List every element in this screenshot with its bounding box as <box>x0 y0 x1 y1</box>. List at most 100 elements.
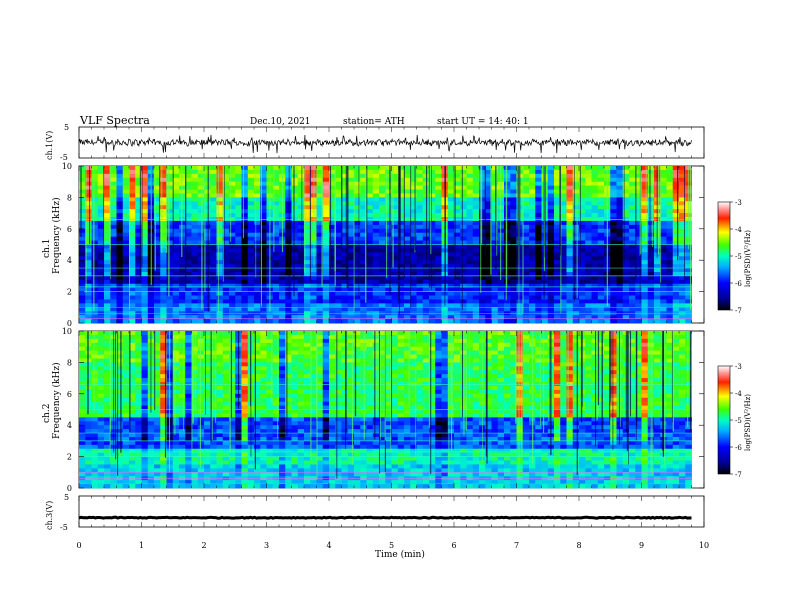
spectrogram-cell <box>666 166 674 171</box>
spectrogram-cell <box>291 197 299 202</box>
spectrogram-cell <box>222 291 230 296</box>
spectrogram-cell <box>354 197 361 202</box>
spectrogram-cell <box>454 166 461 171</box>
spectrogram-cell <box>610 260 617 265</box>
spectrogram-cell <box>429 299 436 304</box>
spectrogram-cell <box>191 256 199 261</box>
spectrogram-cell <box>510 248 517 253</box>
spectrogram-cell <box>629 350 636 355</box>
spectrogram-cell <box>229 303 236 308</box>
spectrogram-cell <box>222 181 230 187</box>
spectrogram-cell <box>329 331 336 336</box>
spectrogram-cell <box>354 279 361 285</box>
spectrogram-cell <box>404 315 411 320</box>
ch1-y-tick-top: 5 <box>64 123 69 132</box>
spectrogram-cell <box>491 197 499 202</box>
spectrogram-cell <box>341 256 349 261</box>
spectrogram-cell <box>241 232 249 238</box>
spectrogram-cell <box>560 228 567 234</box>
spectrogram-cell <box>566 248 574 253</box>
spectrogram-cell <box>560 236 567 241</box>
spectrogram-cell <box>616 232 624 238</box>
spectrogram-cell <box>504 338 511 344</box>
spectrogram-cell <box>272 213 280 218</box>
spectrogram-cell <box>97 236 105 241</box>
spectrogram-cell <box>222 283 230 289</box>
spectrogram-cell <box>591 220 599 226</box>
spectrogram-cell <box>654 354 661 359</box>
spectrogram-cell <box>135 166 142 171</box>
spectrogram-cell <box>522 220 530 226</box>
spectrogram-cell <box>616 228 624 234</box>
spectrogram-cell <box>322 252 330 257</box>
spectrogram-cell <box>191 350 199 355</box>
spectrogram-cell <box>166 197 174 202</box>
spectrogram-cell <box>116 287 124 293</box>
spectrogram-cell <box>104 193 111 198</box>
spectrogram-cell <box>222 303 230 308</box>
spectrogram-cell <box>366 299 374 304</box>
spectrogram-cell <box>660 287 667 293</box>
spectrogram-cell <box>541 338 549 344</box>
spectrogram-cell <box>510 213 517 218</box>
spectrogram-cell <box>341 315 349 320</box>
spectrogram-cell <box>404 283 411 289</box>
spectrogram-cell <box>210 334 217 340</box>
spectrogram-cell <box>447 279 455 285</box>
spectrogram-cell <box>566 209 574 214</box>
spectrogram-cell <box>547 193 555 198</box>
spectrogram-cell <box>516 346 524 352</box>
spectrogram-cell <box>204 260 211 265</box>
spectrogram-cell <box>535 279 542 285</box>
spectrogram-cell <box>279 291 286 296</box>
spectrogram-cell <box>497 283 505 289</box>
spectrogram-cell <box>122 173 130 179</box>
spectrogram-cell <box>104 256 111 261</box>
spectrogram-cell <box>472 291 480 296</box>
spectrogram-cell <box>622 283 630 289</box>
spectrogram-cell <box>510 346 517 352</box>
spectrogram-cell <box>410 197 417 202</box>
spectrogram-cell <box>529 256 536 261</box>
spectrogram-cell <box>572 279 580 285</box>
spectrogram-cell <box>341 354 349 359</box>
spectrogram-cell <box>535 244 542 249</box>
spectrogram-cell <box>641 283 649 289</box>
spectrogram-cell <box>435 228 442 234</box>
spectrogram-cell <box>479 236 486 241</box>
spectrogram-cell <box>504 193 511 198</box>
spectrogram-cell <box>329 185 336 190</box>
spectrogram-cell <box>504 260 511 265</box>
spectrogram-cell <box>479 169 486 175</box>
spectrogram-cell <box>685 331 692 336</box>
spectrogram-cell <box>272 220 280 226</box>
spectrogram-cell <box>116 334 124 340</box>
spectrogram-cell <box>97 181 105 187</box>
spectrogram-cell <box>597 291 605 296</box>
spectrogram-cell <box>591 299 599 304</box>
spectrogram-cell <box>397 275 405 281</box>
spectrogram-cell <box>304 232 311 238</box>
spectrogram-cell <box>572 271 580 277</box>
spectrogram-cell <box>435 213 442 218</box>
spectrogram-cell <box>341 181 349 187</box>
spectrogram-cell <box>679 271 686 277</box>
spectrogram-cell <box>685 271 692 277</box>
spectrogram-cell <box>360 315 367 320</box>
spectrogram-cell <box>129 213 136 218</box>
spectrogram-cell <box>247 268 255 273</box>
spectrogram-cell <box>316 346 324 352</box>
spectrogram-cell <box>554 291 561 296</box>
spectrogram-cell <box>141 173 149 179</box>
spectrogram-cell <box>79 169 86 175</box>
figure-title: VLF Spectra <box>79 114 150 127</box>
spectrogram-cell <box>522 299 530 304</box>
spectrogram-cell <box>197 228 205 234</box>
spectrogram-cell <box>554 271 561 277</box>
spectrogram-cell <box>391 220 399 226</box>
spectrogram-cell <box>347 287 355 293</box>
spectrogram-cell <box>191 346 199 352</box>
spectrogram-cell <box>447 252 455 257</box>
spectrogram-cell <box>304 279 311 285</box>
spectrogram-cell <box>541 299 549 304</box>
